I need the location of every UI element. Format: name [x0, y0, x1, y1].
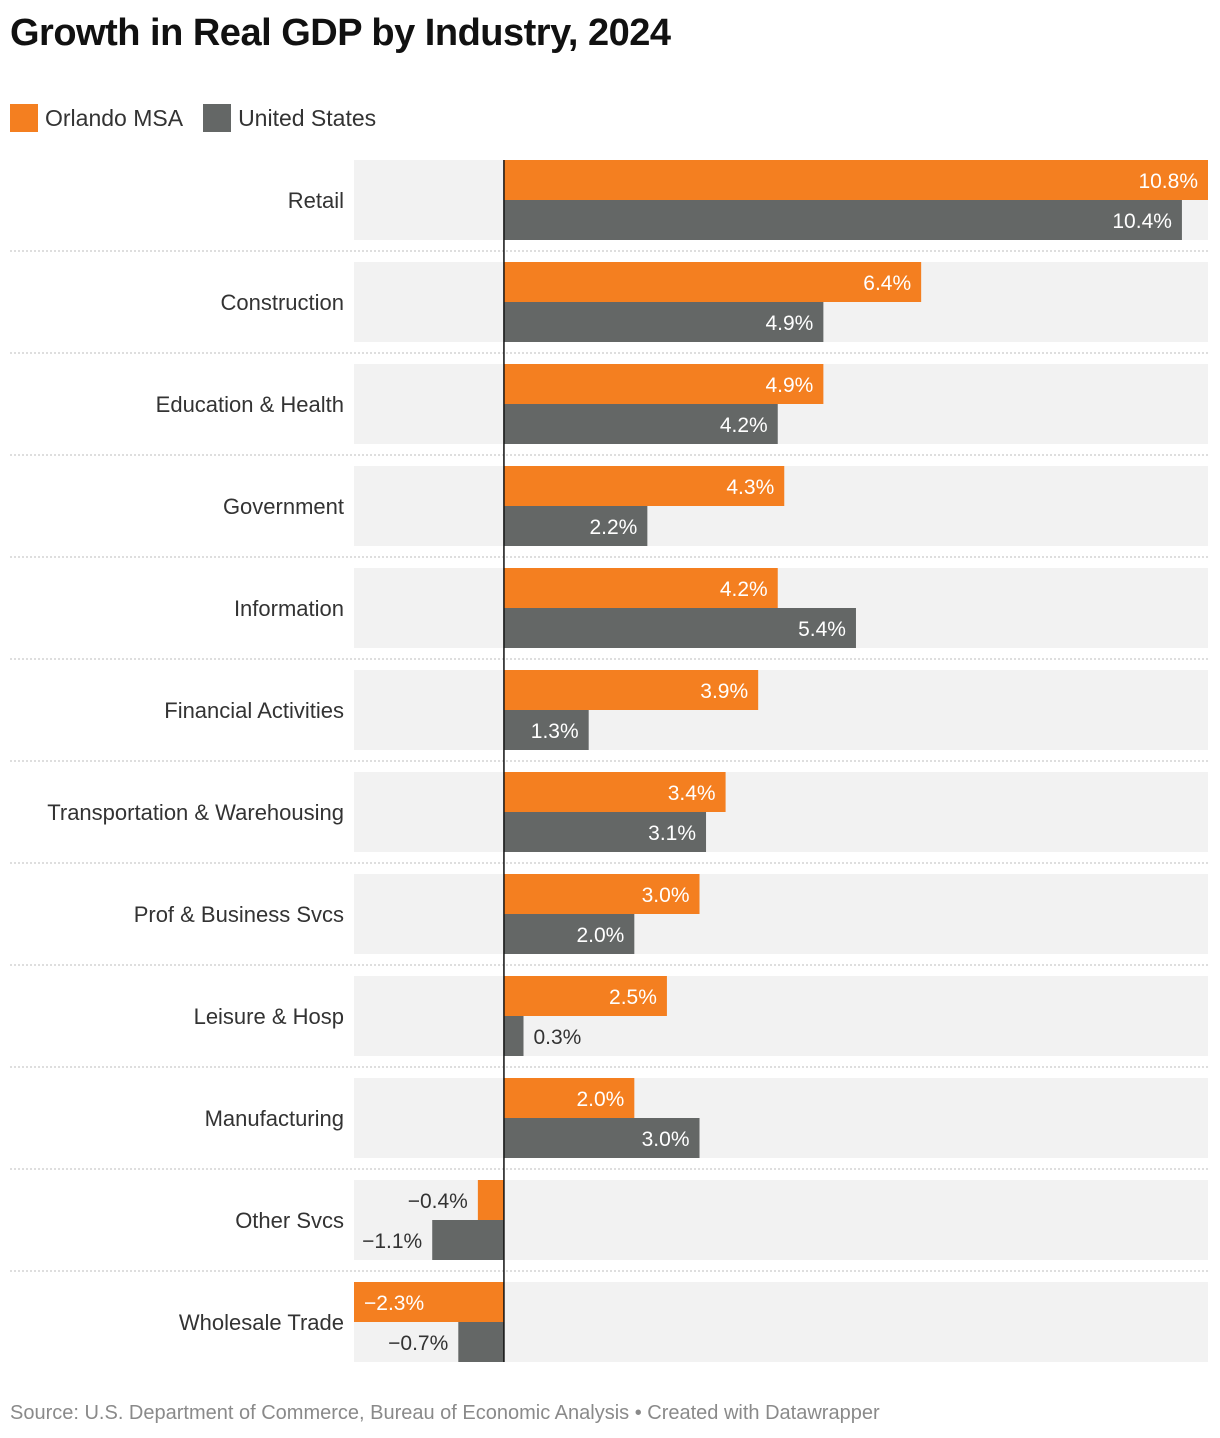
- bar-us: [432, 1220, 504, 1260]
- source-note: Source: U.S. Department of Commerce, Bur…: [10, 1402, 880, 1424]
- data-label: 2.0%: [576, 1088, 624, 1111]
- data-label: 1.3%: [531, 720, 579, 743]
- row-background: [354, 1078, 1208, 1158]
- bar-orlando: [503, 772, 726, 812]
- data-label: 6.4%: [863, 272, 911, 295]
- bar-orlando: [354, 1282, 504, 1322]
- bar-us: [503, 608, 856, 648]
- category-label: Government: [223, 494, 344, 519]
- legend-swatch-us: [203, 104, 232, 132]
- data-label: 0.3%: [533, 1026, 581, 1049]
- category-label: Manufacturing: [205, 1106, 344, 1131]
- category-label: Construction: [220, 290, 344, 315]
- data-label: 4.2%: [720, 414, 768, 437]
- bar-us: [503, 812, 707, 852]
- data-label: 4.9%: [765, 312, 813, 335]
- data-label: −0.4%: [408, 1190, 468, 1213]
- data-label: 4.2%: [720, 578, 768, 601]
- bar-orlando: [503, 160, 1208, 200]
- data-label: 2.5%: [609, 986, 657, 1009]
- category-label: Prof & Business Svcs: [134, 902, 344, 927]
- bar-orlando: [503, 364, 824, 404]
- data-label: 2.2%: [589, 516, 637, 539]
- data-label: 10.4%: [1112, 210, 1172, 233]
- bar-us: [458, 1322, 504, 1362]
- category-label: Retail: [288, 188, 344, 213]
- bar-us: [503, 302, 824, 342]
- category-label: Financial Activities: [164, 698, 344, 723]
- data-label: 3.1%: [648, 822, 696, 845]
- row-background: [354, 874, 1208, 954]
- row-background: [354, 976, 1208, 1056]
- data-label: 3.0%: [642, 884, 690, 907]
- category-label: Transportation & Warehousing: [47, 800, 344, 825]
- category-label: Leisure & Hosp: [194, 1004, 344, 1029]
- chart-title: Growth in Real GDP by Industry, 2024: [10, 12, 671, 54]
- data-label: 4.9%: [765, 374, 813, 397]
- data-label: 5.4%: [798, 618, 846, 641]
- bar-us: [503, 710, 589, 750]
- legend-label-us: United States: [238, 104, 377, 131]
- bar-us: [503, 1016, 524, 1056]
- bar-us: [503, 404, 778, 444]
- bar-orlando: [503, 1078, 635, 1118]
- bar-chart: Retail 10.8% 10.4% Construction 6.4% 4.9% Educ…: [10, 160, 1208, 1362]
- data-label: −2.3%: [364, 1292, 424, 1315]
- row-background: [354, 772, 1208, 852]
- data-label: 4.3%: [726, 476, 774, 499]
- bar-us: [503, 506, 648, 546]
- bar-us: [503, 914, 635, 954]
- data-label: −1.1%: [362, 1230, 422, 1253]
- legend-label-orlando: Orlando MSA: [45, 104, 184, 131]
- legend-item-us: United States: [203, 104, 376, 132]
- bar-orlando: [503, 466, 785, 506]
- legend: Orlando MSA United States: [10, 104, 396, 132]
- data-label: 3.9%: [700, 680, 748, 703]
- row-background: [354, 670, 1208, 750]
- bar-us: [503, 1118, 700, 1158]
- category-label: Education & Health: [156, 392, 344, 417]
- data-label: 2.0%: [576, 924, 624, 947]
- bar-orlando: [503, 670, 759, 710]
- bar-orlando: [477, 1180, 504, 1220]
- category-label: Information: [234, 596, 344, 621]
- data-label: 3.0%: [642, 1128, 690, 1151]
- category-label: Wholesale Trade: [179, 1310, 344, 1335]
- legend-item-orlando: Orlando MSA: [10, 104, 183, 132]
- data-label: 3.4%: [668, 782, 716, 805]
- bar-orlando: [503, 568, 778, 608]
- bar-us: [503, 200, 1182, 240]
- bar-orlando: [503, 976, 667, 1016]
- category-label: Other Svcs: [235, 1208, 344, 1233]
- bar-orlando: [503, 262, 922, 302]
- data-label: 10.8%: [1138, 170, 1198, 193]
- bar-orlando: [503, 874, 700, 914]
- legend-swatch-orlando: [10, 104, 38, 132]
- data-label: −0.7%: [388, 1332, 448, 1355]
